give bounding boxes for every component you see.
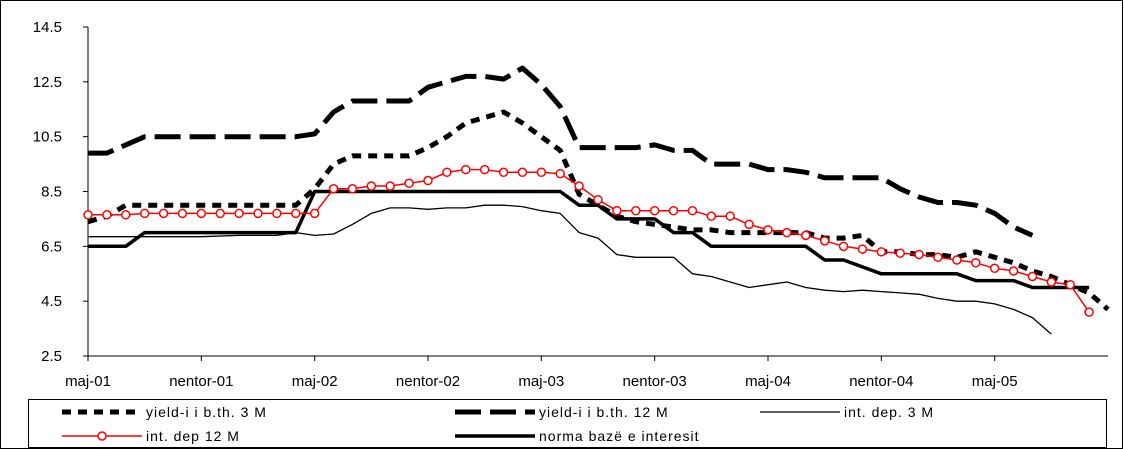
series-point [555, 168, 565, 179]
series-point [366, 181, 377, 191]
series-point [706, 211, 717, 221]
series-point [989, 263, 1000, 274]
legend-label-3: int. dep 12 M [146, 428, 240, 444]
y-tick-label: 14.5 [33, 19, 62, 36]
y-tick-label: 12.5 [33, 74, 62, 91]
series-point [687, 205, 698, 216]
series-point [649, 205, 660, 216]
series-point [857, 244, 868, 254]
series-line-1 [88, 65, 1034, 238]
y-tick-label: 4.5 [41, 293, 62, 310]
series-point [895, 248, 905, 258]
series-point [914, 249, 924, 260]
y-axis-ticks: 2.5 4.5 6.5 8.5 10.5 12.5 14.5 [33, 19, 88, 365]
legend-label-4: norma bazë e interesit [539, 428, 700, 444]
series-point [971, 258, 981, 268]
series-point [517, 167, 528, 178]
series-point [1027, 271, 1038, 282]
x-tick-label: maj-03 [518, 373, 564, 390]
series-point [291, 208, 301, 219]
series-point [83, 210, 93, 220]
series-point [574, 181, 584, 191]
y-tick-label: 8.5 [41, 184, 62, 201]
x-tick-label: nentor-02 [396, 373, 460, 390]
y-tick-label: 2.5 [41, 348, 62, 365]
series-point [1008, 266, 1019, 276]
series-point [593, 194, 603, 205]
series-point [196, 208, 207, 219]
series-point [479, 164, 490, 175]
series-point [385, 181, 395, 191]
legend-label-2: int. dep. 3 M [844, 404, 934, 420]
series-point [234, 208, 244, 219]
y-tick-label: 10.5 [33, 129, 62, 146]
x-tick-label: nentor-03 [623, 373, 687, 390]
x-tick-label: nentor-01 [169, 373, 233, 390]
series-line-4 [88, 189, 1090, 290]
series-point [177, 208, 188, 219]
series-point [423, 175, 433, 186]
series-point [404, 178, 414, 189]
series-line-3 [88, 168, 1090, 313]
x-tick-label: maj-02 [292, 373, 338, 390]
series-point [1065, 279, 1075, 290]
series-point [612, 205, 622, 216]
series-point [328, 184, 339, 194]
series-point [1084, 307, 1094, 317]
series-point [1046, 277, 1057, 287]
series-point [347, 184, 358, 194]
legend-marker [97, 431, 107, 441]
series-point [461, 164, 471, 175]
x-tick-label: nentor-04 [849, 373, 913, 390]
y-tick-label: 6.5 [41, 238, 62, 255]
series-point [102, 210, 112, 220]
series-point [782, 227, 792, 238]
series-point [952, 255, 962, 265]
x-tick-label: maj-05 [972, 373, 1018, 390]
legend-box [28, 399, 1107, 448]
series-lines [83, 65, 1110, 335]
series-point [725, 211, 735, 221]
series-point [876, 247, 887, 257]
series-point [253, 208, 263, 219]
series-point [121, 210, 131, 220]
series-point [139, 208, 150, 219]
x-tick-label: maj-01 [65, 373, 111, 390]
series-point [631, 205, 641, 216]
legend: yield-i i b.th. 3 M yield-i i b.th. 12 M i… [28, 399, 1107, 448]
series-point [498, 167, 509, 178]
series-point [819, 236, 830, 246]
series-point [309, 208, 320, 219]
series-point [744, 219, 754, 230]
series-point [838, 241, 849, 252]
series-point [933, 252, 943, 263]
x-tick-label: maj-04 [745, 373, 791, 390]
series-point [763, 225, 773, 235]
series-point [215, 208, 225, 219]
x-axis-ticks: maj-01 nentor-01 maj-02 nentor-02 maj-03 nent… [65, 356, 1018, 390]
series-point [668, 205, 679, 216]
series-point [442, 167, 452, 178]
series-point [158, 208, 169, 219]
series-point [801, 230, 811, 241]
series-point [536, 167, 547, 178]
series-point [272, 208, 282, 219]
series-line-2 [88, 204, 1052, 335]
legend-label-0: yield-i i b.th. 3 M [146, 404, 267, 420]
legend-label-1: yield-i i b.th. 12 M [539, 404, 669, 420]
